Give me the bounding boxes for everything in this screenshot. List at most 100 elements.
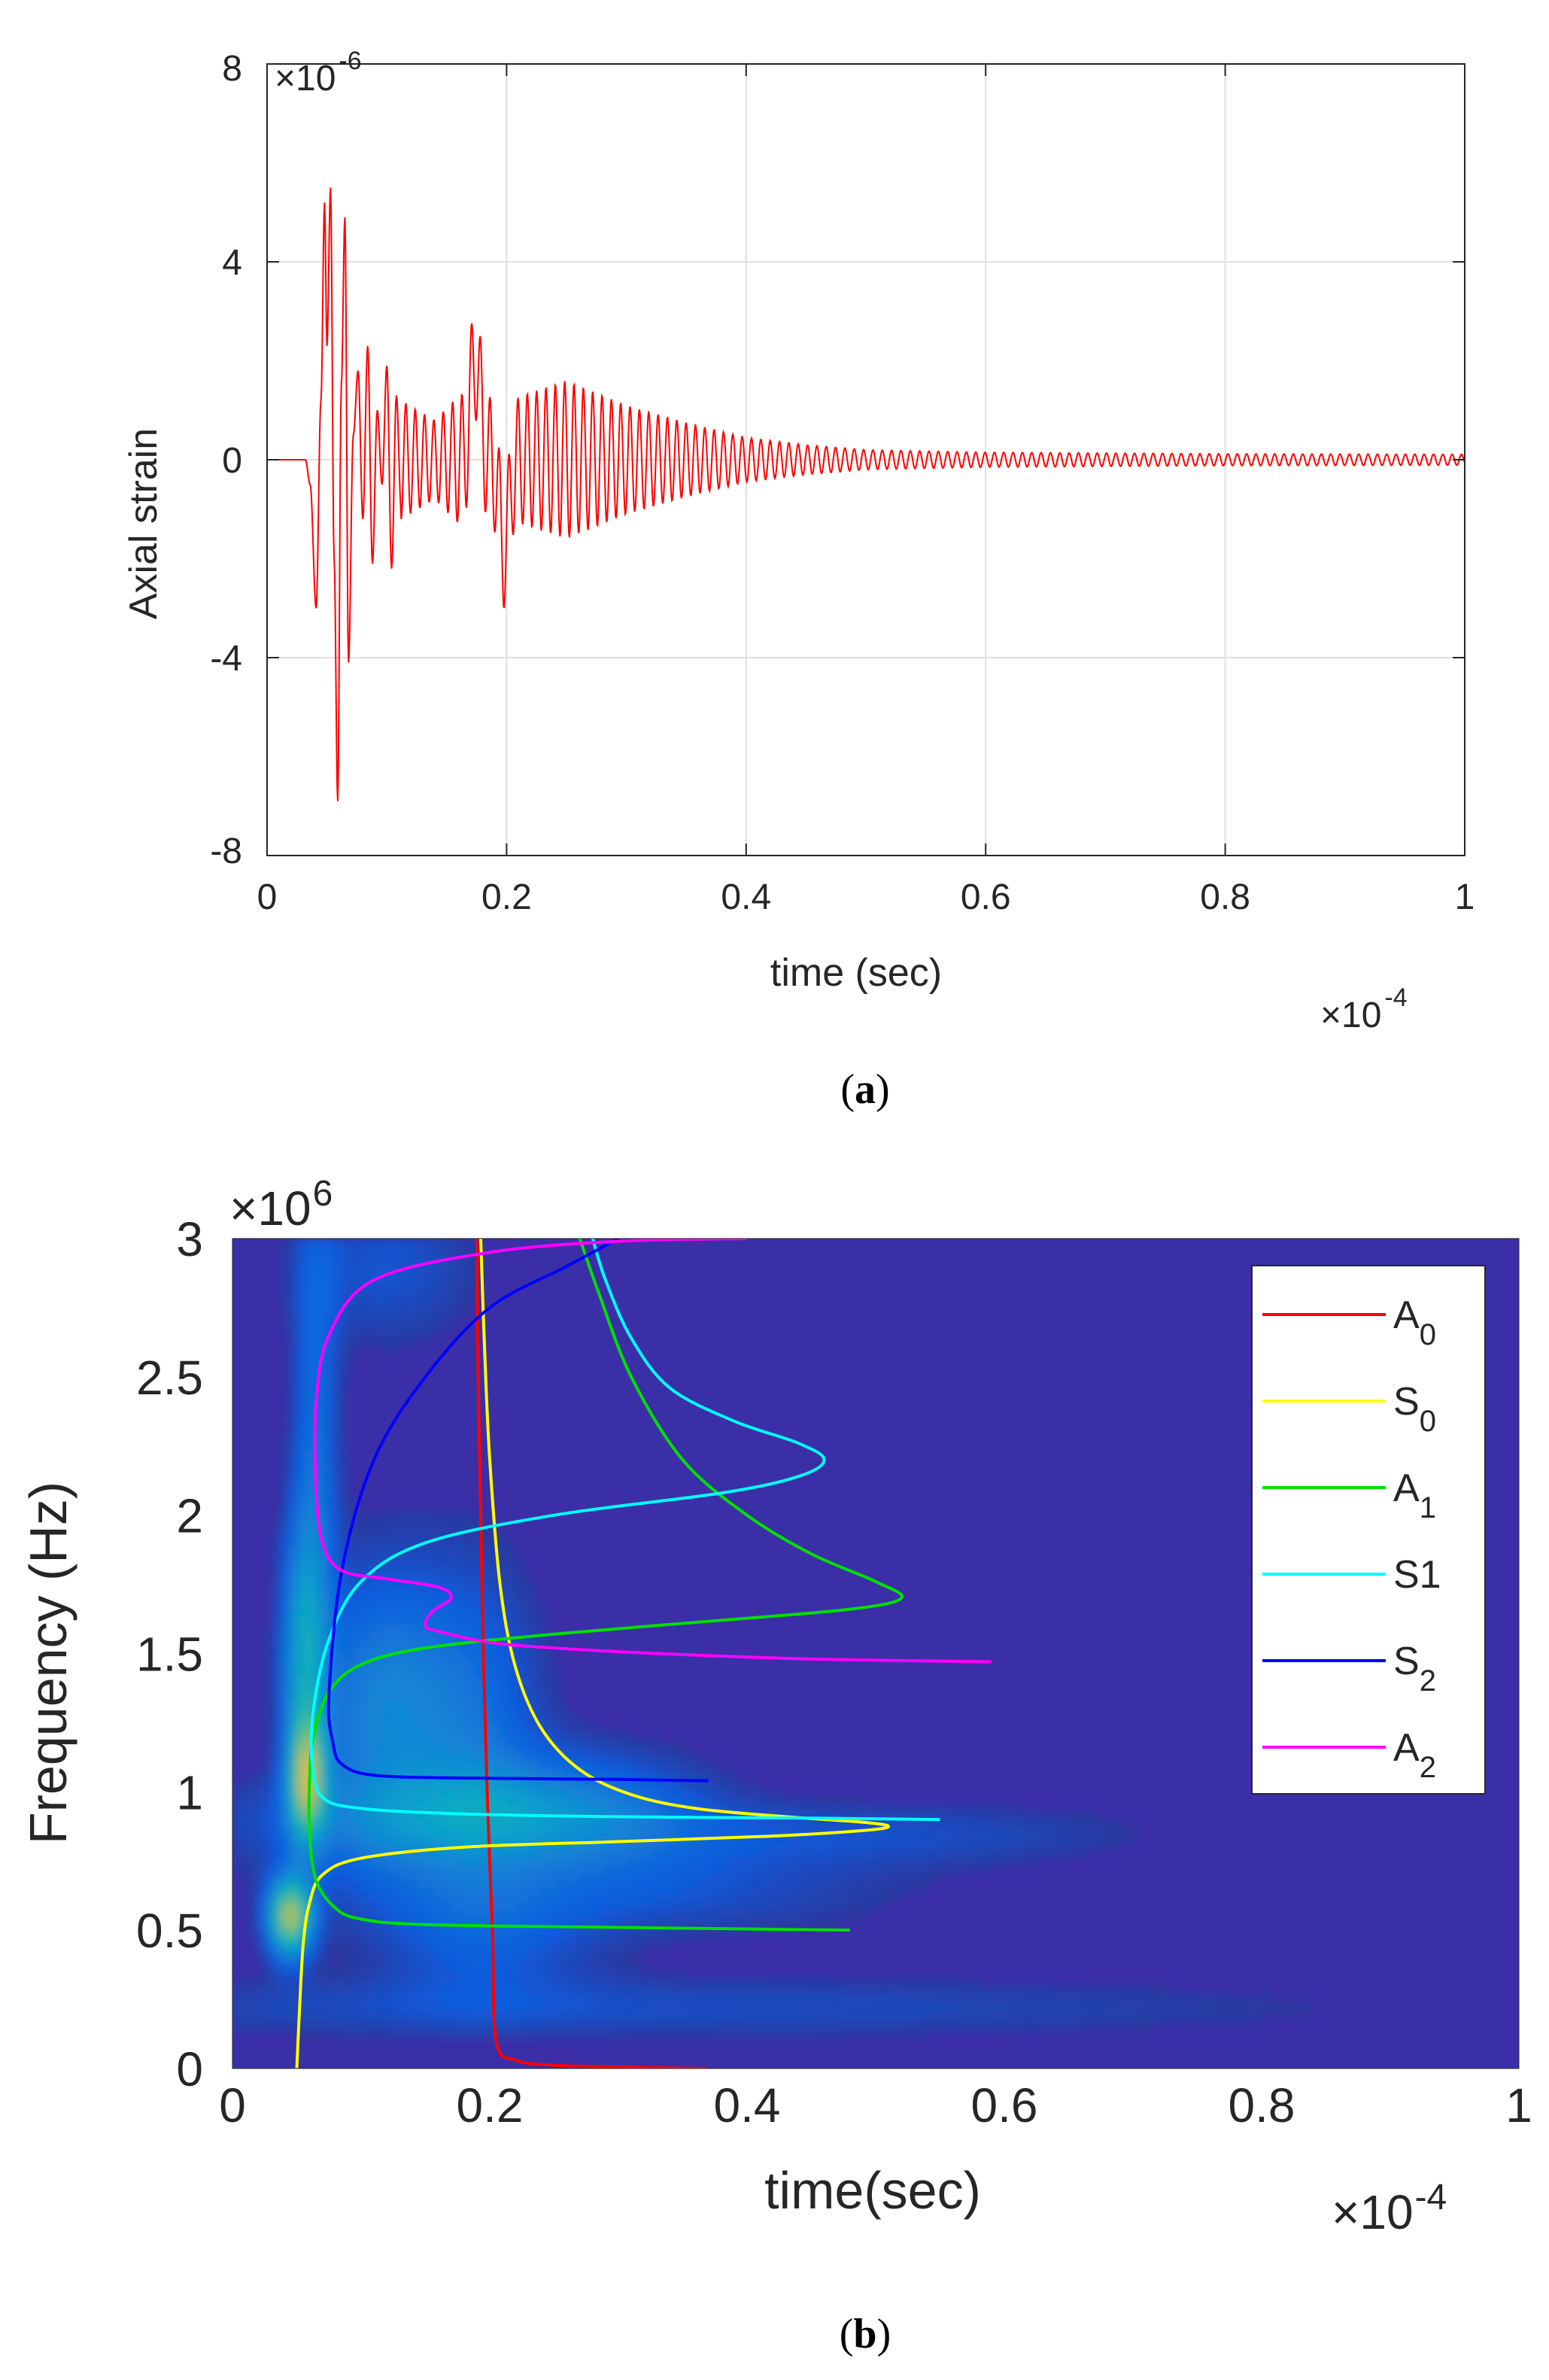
heatmap-cell xyxy=(457,1797,466,1806)
heatmap-cell xyxy=(538,1895,547,1904)
heatmap-cell xyxy=(667,1789,676,1798)
heatmap-cell xyxy=(634,1850,644,1859)
heatmap-cell xyxy=(377,1743,387,1752)
heatmap-cell xyxy=(401,1540,411,1549)
heatmap-cell xyxy=(312,1781,322,1790)
heatmap-cell xyxy=(907,1850,917,1859)
heatmap-cell xyxy=(634,1947,644,1956)
heatmap-cell xyxy=(336,2015,346,2024)
heatmap-cell xyxy=(497,1925,507,1934)
heatmap-cell xyxy=(514,1977,523,1986)
heatmap-cell xyxy=(891,1887,901,1896)
heatmap-cell xyxy=(272,1563,282,1572)
heatmap-cell xyxy=(272,1540,282,1549)
heatmap-cell xyxy=(530,1955,539,1964)
heatmap-cell xyxy=(610,1887,619,1896)
heatmap-cell xyxy=(682,1751,692,1760)
heatmap-cell xyxy=(667,1977,676,1986)
heatmap-cell xyxy=(795,1834,804,1844)
heatmap-cell xyxy=(851,1850,861,1859)
heatmap-cell xyxy=(594,1880,603,1889)
heatmap-cell xyxy=(634,1751,644,1760)
heatmap-cell xyxy=(996,1985,1005,1994)
heatmap-cell xyxy=(691,1827,700,1836)
heatmap-cell xyxy=(481,1992,491,2002)
heatmap-cell xyxy=(1101,2015,1110,2024)
heatmap-cell xyxy=(449,1284,459,1293)
heatmap-cell xyxy=(433,1766,442,1775)
heatmap-cell xyxy=(401,1970,411,1979)
heatmap-cell xyxy=(385,1970,394,1979)
panel-b-x-tick-label: 0.2 xyxy=(457,2078,524,2132)
heatmap-cell xyxy=(449,1269,459,1278)
heatmap-cell xyxy=(449,1804,459,1813)
heatmap-cell xyxy=(698,1819,708,1828)
heatmap-cell xyxy=(385,1872,394,1881)
heatmap-cell xyxy=(272,1804,282,1813)
heatmap-cell xyxy=(706,1827,716,1836)
heatmap-cell xyxy=(248,1902,258,1911)
heatmap-cell xyxy=(538,2015,547,2024)
heatmap-cell xyxy=(441,1608,451,1617)
heatmap-cell xyxy=(530,1917,539,1926)
heatmap-cell xyxy=(972,1842,981,1851)
heatmap-cell xyxy=(490,1706,499,1715)
heatmap-cell xyxy=(506,1827,515,1836)
heatmap-cell xyxy=(264,1850,274,1859)
heatmap-cell xyxy=(385,1653,394,1662)
heatmap-cell xyxy=(779,2008,788,2017)
heatmap-cell xyxy=(385,1525,394,1534)
heatmap-cell xyxy=(409,1525,418,1534)
heatmap-cell xyxy=(377,1880,387,1889)
heatmap-cell xyxy=(296,1525,306,1534)
heatmap-cell xyxy=(312,1932,322,1941)
heatmap-cell xyxy=(465,1254,475,1263)
heatmap-cell xyxy=(514,1653,523,1662)
heatmap-cell xyxy=(305,1925,314,1934)
heatmap-cell xyxy=(634,2008,644,2017)
heatmap-cell xyxy=(473,1593,483,1602)
heatmap-cell xyxy=(264,1698,274,1707)
heatmap-cell xyxy=(457,1947,466,1956)
heatmap-cell xyxy=(530,1947,539,1956)
heatmap-cell xyxy=(521,1758,531,1768)
heatmap-cell xyxy=(441,1728,451,1737)
heatmap-cell xyxy=(264,1925,274,1934)
heatmap-cell xyxy=(722,1766,732,1775)
heatmap-cell xyxy=(264,1819,274,1828)
heatmap-cell xyxy=(433,1947,442,1956)
heatmap-cell xyxy=(465,1698,475,1707)
heatmap-cell xyxy=(425,1563,435,1572)
heatmap-cell xyxy=(755,1977,764,1986)
heatmap-cell xyxy=(1197,1992,1207,2002)
heatmap-cell xyxy=(320,1728,330,1737)
heatmap-cell xyxy=(996,1834,1005,1844)
panel-a-y-tick-label: 0 xyxy=(222,441,242,481)
heatmap-cell xyxy=(465,1932,475,1941)
heatmap-cell xyxy=(521,1661,531,1670)
heatmap-cell xyxy=(755,1865,764,1874)
heatmap-cell xyxy=(336,1940,346,1949)
heatmap-cell xyxy=(787,2030,797,2039)
heatmap-cell xyxy=(691,1992,700,2002)
heatmap-cell xyxy=(305,1509,314,1519)
heatmap-cell xyxy=(506,1676,515,1685)
heatmap-cell xyxy=(562,1857,571,1866)
heatmap-cell xyxy=(312,1442,322,1451)
heatmap-cell xyxy=(530,1593,539,1602)
heatmap-cell xyxy=(900,1872,909,1881)
heatmap-cell xyxy=(312,1789,322,1798)
heatmap-cell xyxy=(891,1857,901,1866)
heatmap-cell xyxy=(706,1872,716,1881)
heatmap-cell xyxy=(980,1812,989,1821)
heatmap-cell xyxy=(465,1548,475,1557)
heatmap-cell xyxy=(441,1910,451,1919)
heatmap-cell xyxy=(296,1743,306,1752)
heatmap-cell xyxy=(361,1608,370,1617)
heatmap-cell xyxy=(345,1246,354,1255)
heatmap-cell xyxy=(722,1827,732,1836)
heatmap-cell xyxy=(514,1842,523,1851)
heatmap-cell xyxy=(931,1819,941,1828)
heatmap-cell xyxy=(562,1917,571,1926)
heatmap-cell xyxy=(545,1932,555,1941)
